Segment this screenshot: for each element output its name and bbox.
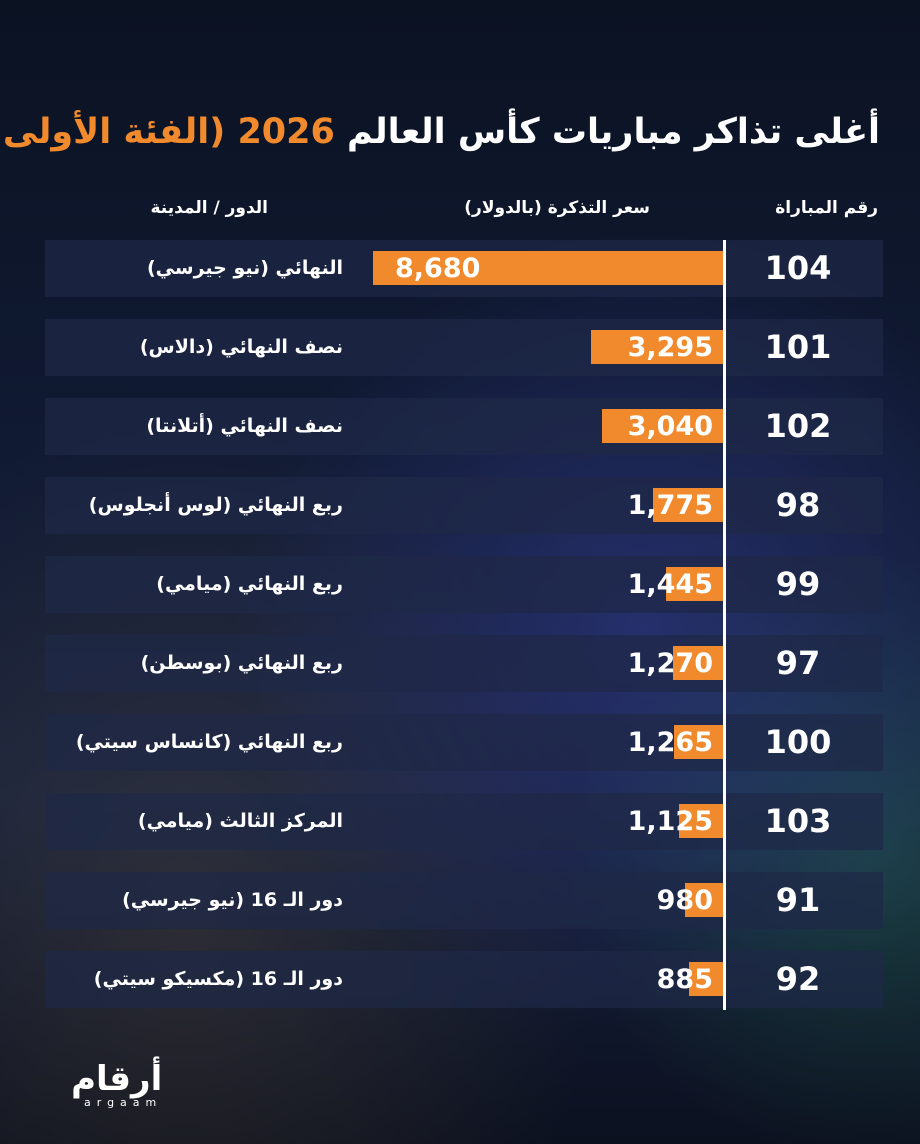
price-bar <box>689 962 725 996</box>
round-label: دور الـ 16 (مكسيكو سيتي) <box>93 968 343 990</box>
table-row: 980 91 دور الـ 16 (نيو جيرسي) <box>45 872 883 929</box>
price-bar <box>673 725 725 759</box>
match-number: 99 <box>775 565 821 603</box>
round-label: ربع النهائي (ميامي) <box>156 573 343 595</box>
match-number: 91 <box>775 881 821 919</box>
table-row: 3,295 101 نصف النهائي (دالاس) <box>45 319 883 376</box>
title-text: أغلى تذاكر مباريات كأس العالم <box>347 112 880 152</box>
match-number: 92 <box>775 960 821 998</box>
round-label: دور الـ 16 (نيو جيرسي) <box>122 889 343 911</box>
round-label: نصف النهائي (دالاس) <box>139 336 343 358</box>
match-number: 101 <box>764 328 832 366</box>
price-label: 980 <box>656 885 713 916</box>
price-label: 1,125 <box>627 806 713 837</box>
argaam-logo: أرقام argaam <box>70 1062 162 1109</box>
price-label: 3,295 <box>627 332 713 363</box>
chart-title: أغلى تذاكر مباريات كأس العالم 2026 (الفئ… <box>0 112 880 152</box>
price-label: 1,445 <box>627 569 713 600</box>
table-row: 1,125 103 المركز الثالث (ميامي) <box>45 793 883 850</box>
match-number: 100 <box>764 723 832 761</box>
price-label: 885 <box>656 964 713 995</box>
price-bar <box>653 488 725 522</box>
table-row: 8,680 104 النهائي (نيو جيرسي) <box>45 240 883 297</box>
logo-ar: أرقام <box>71 1059 163 1099</box>
table-row: 3,040 102 نصف النهائي (أتلانتا) <box>45 398 883 455</box>
table-row: 1,270 97 ربع النهائي (بوسطن) <box>45 635 883 692</box>
price-label: 1,270 <box>627 648 713 679</box>
price-bar <box>679 804 725 838</box>
title-highlight: 2026 (الفئة الأولى) <box>0 112 335 152</box>
round-label: النهائي (نيو جيرسي) <box>146 257 343 279</box>
axis-line <box>723 240 726 1010</box>
round-label: ربع النهائي (كانساس سيتي) <box>75 731 343 753</box>
match-number: 103 <box>764 802 832 840</box>
round-label: ربع النهائي (لوس أنجلوس) <box>88 494 343 516</box>
round-label: نصف النهائي (أتلانتا) <box>146 415 343 437</box>
price-bar <box>685 883 725 917</box>
header-match: رقم المباراة <box>775 198 878 218</box>
match-number: 98 <box>775 486 821 524</box>
table-row: 1,265 100 ربع النهائي (كانساس سيتي) <box>45 714 883 771</box>
price-label: 8,680 <box>395 253 481 284</box>
price-label: 1,775 <box>627 490 713 521</box>
header-round: الدور / المدينة <box>150 198 269 218</box>
price-bar <box>673 646 725 680</box>
header-price: سعر التذكرة (بالدولار) <box>464 198 650 218</box>
table-row: 1,445 99 ربع النهائي (ميامي) <box>45 556 883 613</box>
match-number: 97 <box>775 644 821 682</box>
price-label: 3,040 <box>627 411 713 442</box>
price-bar <box>591 330 725 364</box>
round-label: المركز الثالث (ميامي) <box>137 810 343 832</box>
price-bar <box>601 409 725 443</box>
logo-en: argaam <box>84 1096 163 1109</box>
match-number: 102 <box>764 407 832 445</box>
price-label: 1,265 <box>627 727 713 758</box>
table-row: 885 92 دور الـ 16 (مكسيكو سيتي) <box>45 951 883 1008</box>
round-label: ربع النهائي (بوسطن) <box>140 652 343 674</box>
table-row: 1,775 98 ربع النهائي (لوس أنجلوس) <box>45 477 883 534</box>
price-bar <box>666 567 725 601</box>
match-number: 104 <box>764 249 832 287</box>
price-bar <box>373 251 725 285</box>
